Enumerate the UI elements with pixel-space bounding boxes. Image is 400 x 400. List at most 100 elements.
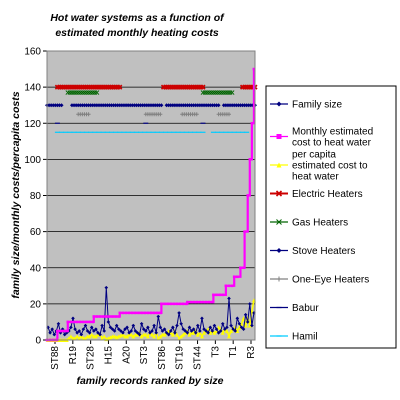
data-point: [62, 332, 67, 337]
data-point: [178, 302, 182, 306]
legend-marker: [275, 190, 283, 197]
x-tick-label: ST86: [157, 346, 168, 370]
heater-row-stove-heaters: [45, 103, 257, 108]
data-point: [229, 323, 233, 328]
heater-point: [86, 103, 91, 108]
data-point: [243, 323, 248, 328]
heater-point: [159, 103, 164, 108]
data-point: [227, 284, 231, 288]
data-point: [170, 332, 175, 337]
data-point: [66, 336, 71, 341]
data-point: [66, 320, 70, 324]
y-tick-label: 20: [30, 299, 42, 310]
heater-point: [164, 103, 169, 108]
data-point: [114, 315, 117, 318]
data-point: [83, 336, 88, 341]
data-point: [197, 330, 202, 335]
heater-point: [94, 90, 100, 95]
legend-label: heat water: [292, 172, 339, 183]
data-point: [125, 325, 129, 330]
heater-point: [208, 103, 213, 108]
data-point: [69, 320, 73, 324]
data-point: [236, 275, 239, 279]
data-point: [175, 302, 179, 306]
data-point: [101, 315, 105, 318]
data-point: [193, 330, 198, 335]
data-point: [104, 285, 109, 290]
data-point: [137, 332, 142, 337]
x-tick-label: R19: [68, 346, 79, 365]
data-point: [248, 158, 252, 161]
series-line-family-size: [47, 287, 255, 336]
heater-point: [189, 103, 194, 108]
legend-box: [265, 85, 397, 349]
data-point: [127, 311, 131, 315]
heater-point: [183, 103, 188, 108]
heater-point: [151, 103, 156, 108]
data-point: [150, 332, 155, 337]
data-point: [139, 321, 144, 326]
y-tick-label: 140: [24, 83, 41, 94]
data-point: [204, 300, 208, 304]
data-point: [163, 302, 166, 306]
heater-point: [86, 112, 91, 117]
data-point: [189, 329, 194, 333]
heater-point: [130, 103, 135, 108]
data-point: [212, 293, 215, 297]
data-point: [133, 329, 138, 333]
data-point: [143, 311, 147, 315]
heater-point: [138, 103, 143, 108]
heater-point: [78, 103, 83, 108]
heater-point: [72, 103, 77, 108]
heater-point: [69, 103, 74, 108]
data-point: [183, 330, 188, 335]
data-point: [230, 284, 234, 288]
chart-title-line-2: estimated monthly heating costs: [55, 27, 219, 39]
data-point: [82, 320, 85, 324]
data-point: [220, 321, 225, 326]
heater-point: [193, 103, 198, 108]
legend-item: Electric Heaters: [270, 189, 363, 200]
data-point: [175, 323, 179, 328]
data-point: [78, 320, 82, 324]
heater-point: [136, 103, 141, 108]
data-point: [112, 334, 117, 339]
data-point: [140, 311, 143, 315]
heater-point: [94, 103, 99, 108]
data-point: [134, 311, 137, 315]
data-point: [175, 332, 179, 337]
heater-point: [228, 103, 233, 108]
legend-label: One-Eye Heaters: [292, 275, 369, 286]
x-tick-label: T3: [210, 346, 221, 358]
heater-point: [74, 103, 79, 108]
heater-point: [55, 103, 60, 108]
data-point: [235, 328, 240, 333]
data-point: [177, 336, 182, 341]
data-point: [166, 332, 171, 337]
data-point: [145, 334, 150, 339]
data-point: [75, 330, 79, 335]
data-point: [123, 327, 127, 331]
data-point: [185, 302, 188, 306]
heater-point: [175, 103, 179, 108]
data-point: [160, 329, 165, 333]
data-point: [89, 325, 94, 330]
heater-point: [155, 103, 160, 108]
data-point: [162, 327, 167, 331]
data-point: [59, 329, 62, 333]
data-point: [199, 334, 204, 339]
data-point: [220, 330, 225, 335]
data-point: [98, 315, 102, 318]
data-point: [210, 329, 215, 333]
data-point: [89, 332, 94, 337]
heater-point: [223, 103, 228, 108]
heater-point: [181, 103, 186, 108]
data-point: [250, 121, 254, 125]
legend-marker: [276, 134, 282, 139]
data-point: [179, 321, 183, 326]
data-point: [207, 300, 211, 304]
heater-point: [227, 112, 231, 117]
data-point: [121, 330, 125, 335]
heater-point: [57, 103, 62, 108]
data-point: [144, 329, 148, 333]
